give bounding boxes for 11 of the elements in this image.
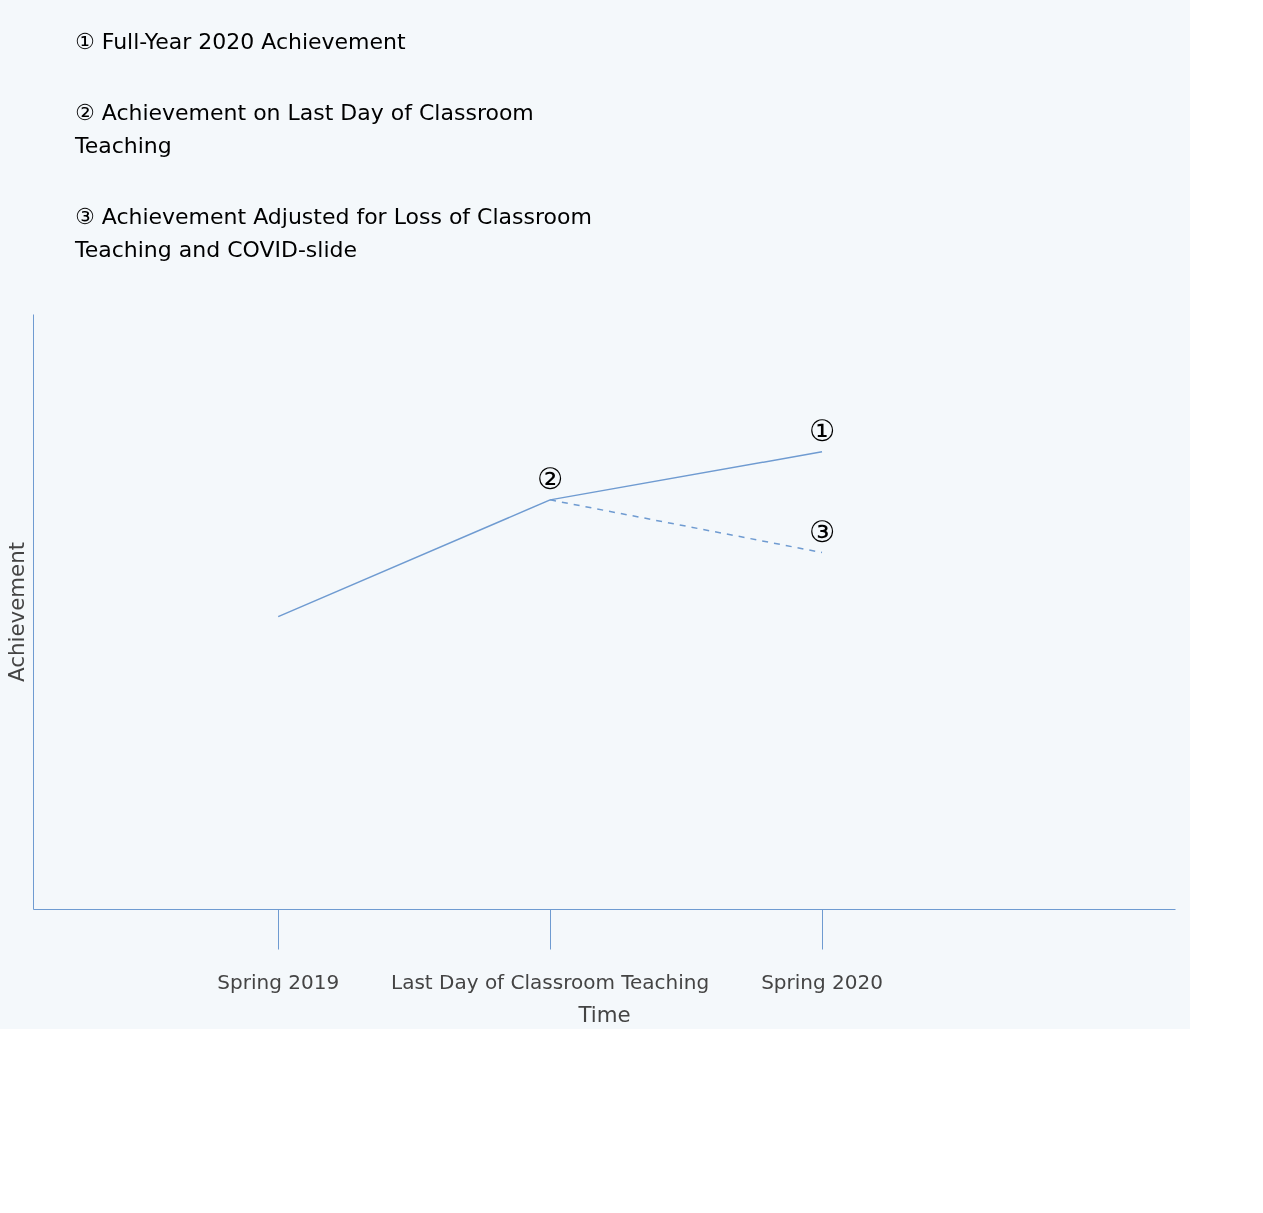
x-axis-title: Time bbox=[577, 1001, 631, 1027]
text: ③ Achievement Adjusted for Loss of Classroom Teaching and COVID-slide bbox=[75, 203, 593, 264]
y-axis-title: Achievement bbox=[3, 541, 29, 683]
x-tick-label: Spring 2019 bbox=[217, 969, 340, 994]
text: ① Full-Year 2020 Achievement bbox=[75, 28, 407, 56]
x-tick-label: Spring 2020 bbox=[761, 969, 883, 994]
annotation: ③ bbox=[808, 514, 836, 549]
annotation: ① bbox=[808, 413, 836, 448]
x-tick-label: Last Day of Classroom Teaching bbox=[391, 969, 710, 994]
text: ② Achievement on Last Day of Classroom Teaching bbox=[75, 99, 535, 160]
annotation: ② bbox=[536, 461, 564, 496]
